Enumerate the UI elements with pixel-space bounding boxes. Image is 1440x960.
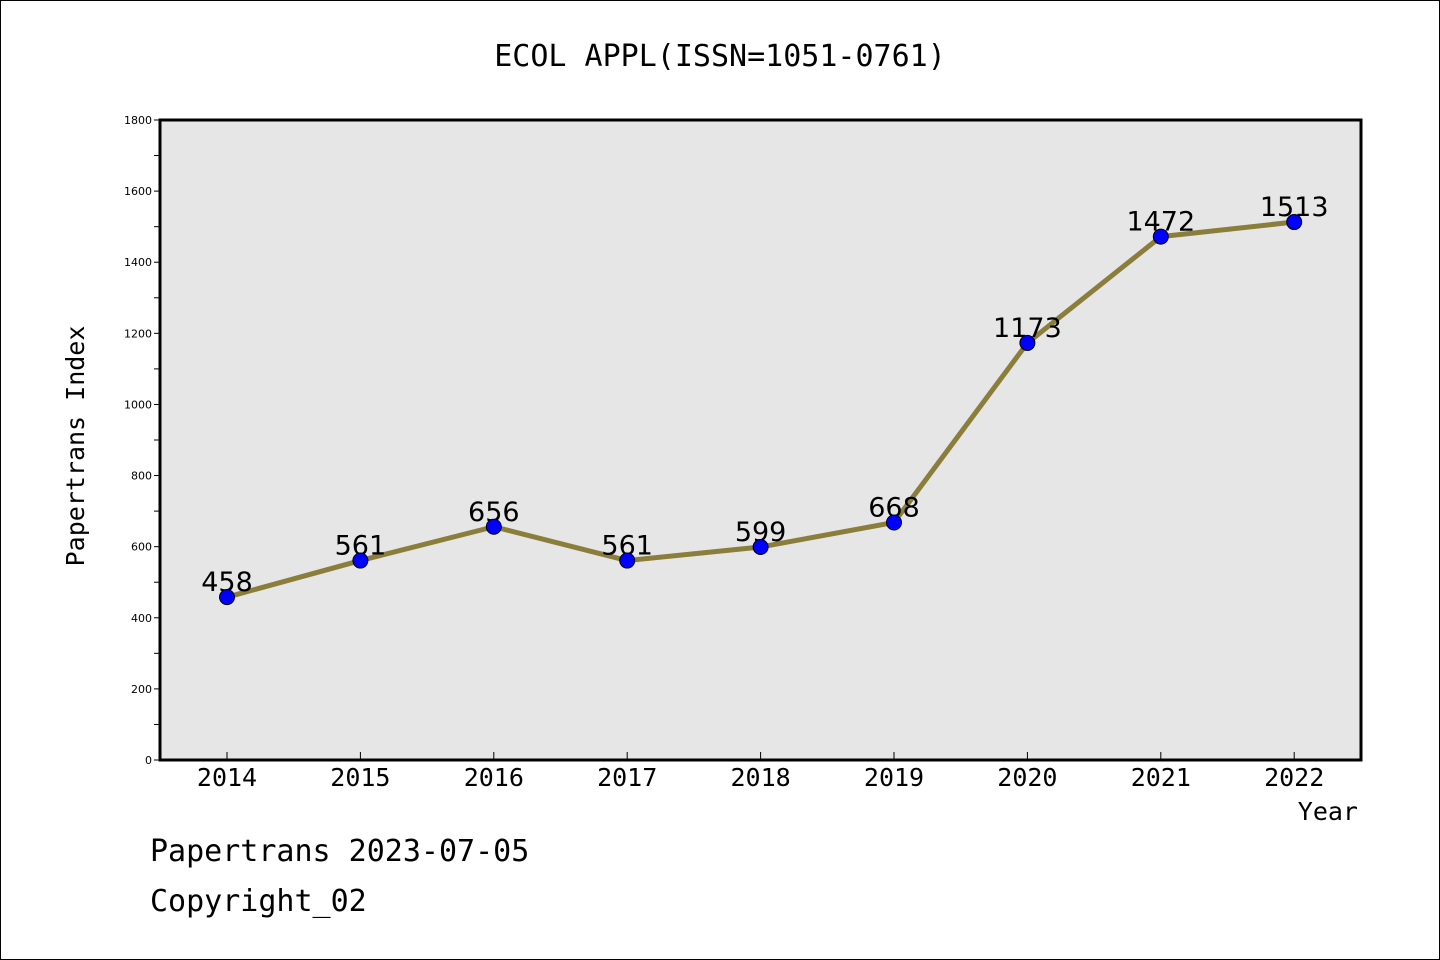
- data-point: [1152, 228, 1169, 245]
- y-tick-label: 1200: [124, 327, 152, 340]
- y-tick-label: 0: [145, 754, 152, 767]
- plot-border: [158, 118, 1363, 762]
- y-tick-label: 1800: [124, 114, 152, 127]
- data-point: [485, 518, 502, 535]
- x-tick-label: 2015: [330, 763, 390, 792]
- plot-area: [160, 120, 1361, 760]
- footer-date: Papertrans 2023-07-05: [150, 834, 530, 869]
- x-tick-label: 2022: [1264, 763, 1324, 792]
- x-axis-label: Year: [1298, 797, 1358, 826]
- footer-copyright: Copyright_02: [150, 884, 367, 919]
- data-point: [1286, 214, 1303, 231]
- x-tick-label: 2014: [197, 763, 257, 792]
- y-tick-label: 600: [131, 541, 152, 554]
- chart-title: ECOL APPL(ISSN=1051-0761): [494, 39, 946, 74]
- x-tick-label: 2019: [864, 763, 924, 792]
- x-tick-label: 2020: [997, 763, 1057, 792]
- y-tick-label: 1000: [124, 398, 152, 411]
- data-point: [619, 552, 636, 569]
- y-tick-label: 200: [131, 683, 152, 696]
- y-tick-label: 1400: [124, 256, 152, 269]
- data-point: [752, 539, 769, 556]
- y-axis: 0 200 400 600 800 1000 1200 1400 1600 1800: [124, 114, 160, 767]
- y-tick-label: 800: [131, 470, 152, 483]
- x-tick-label: 2018: [730, 763, 790, 792]
- x-axis: 2014 2015 2016 2017 2018 2019 2020 2021 2022: [197, 752, 1324, 792]
- y-tick-label: 400: [131, 612, 152, 625]
- data-point: [886, 514, 902, 531]
- x-tick-label: 2017: [597, 763, 657, 792]
- data-point: [352, 552, 369, 569]
- x-tick-label: 2021: [1131, 763, 1191, 792]
- y-tick-label: 1600: [124, 185, 152, 198]
- data-point: [219, 589, 235, 606]
- y-axis-label: Papertrans Index: [61, 326, 90, 567]
- x-tick-label: 2016: [464, 763, 524, 792]
- data-point: [1019, 334, 1036, 351]
